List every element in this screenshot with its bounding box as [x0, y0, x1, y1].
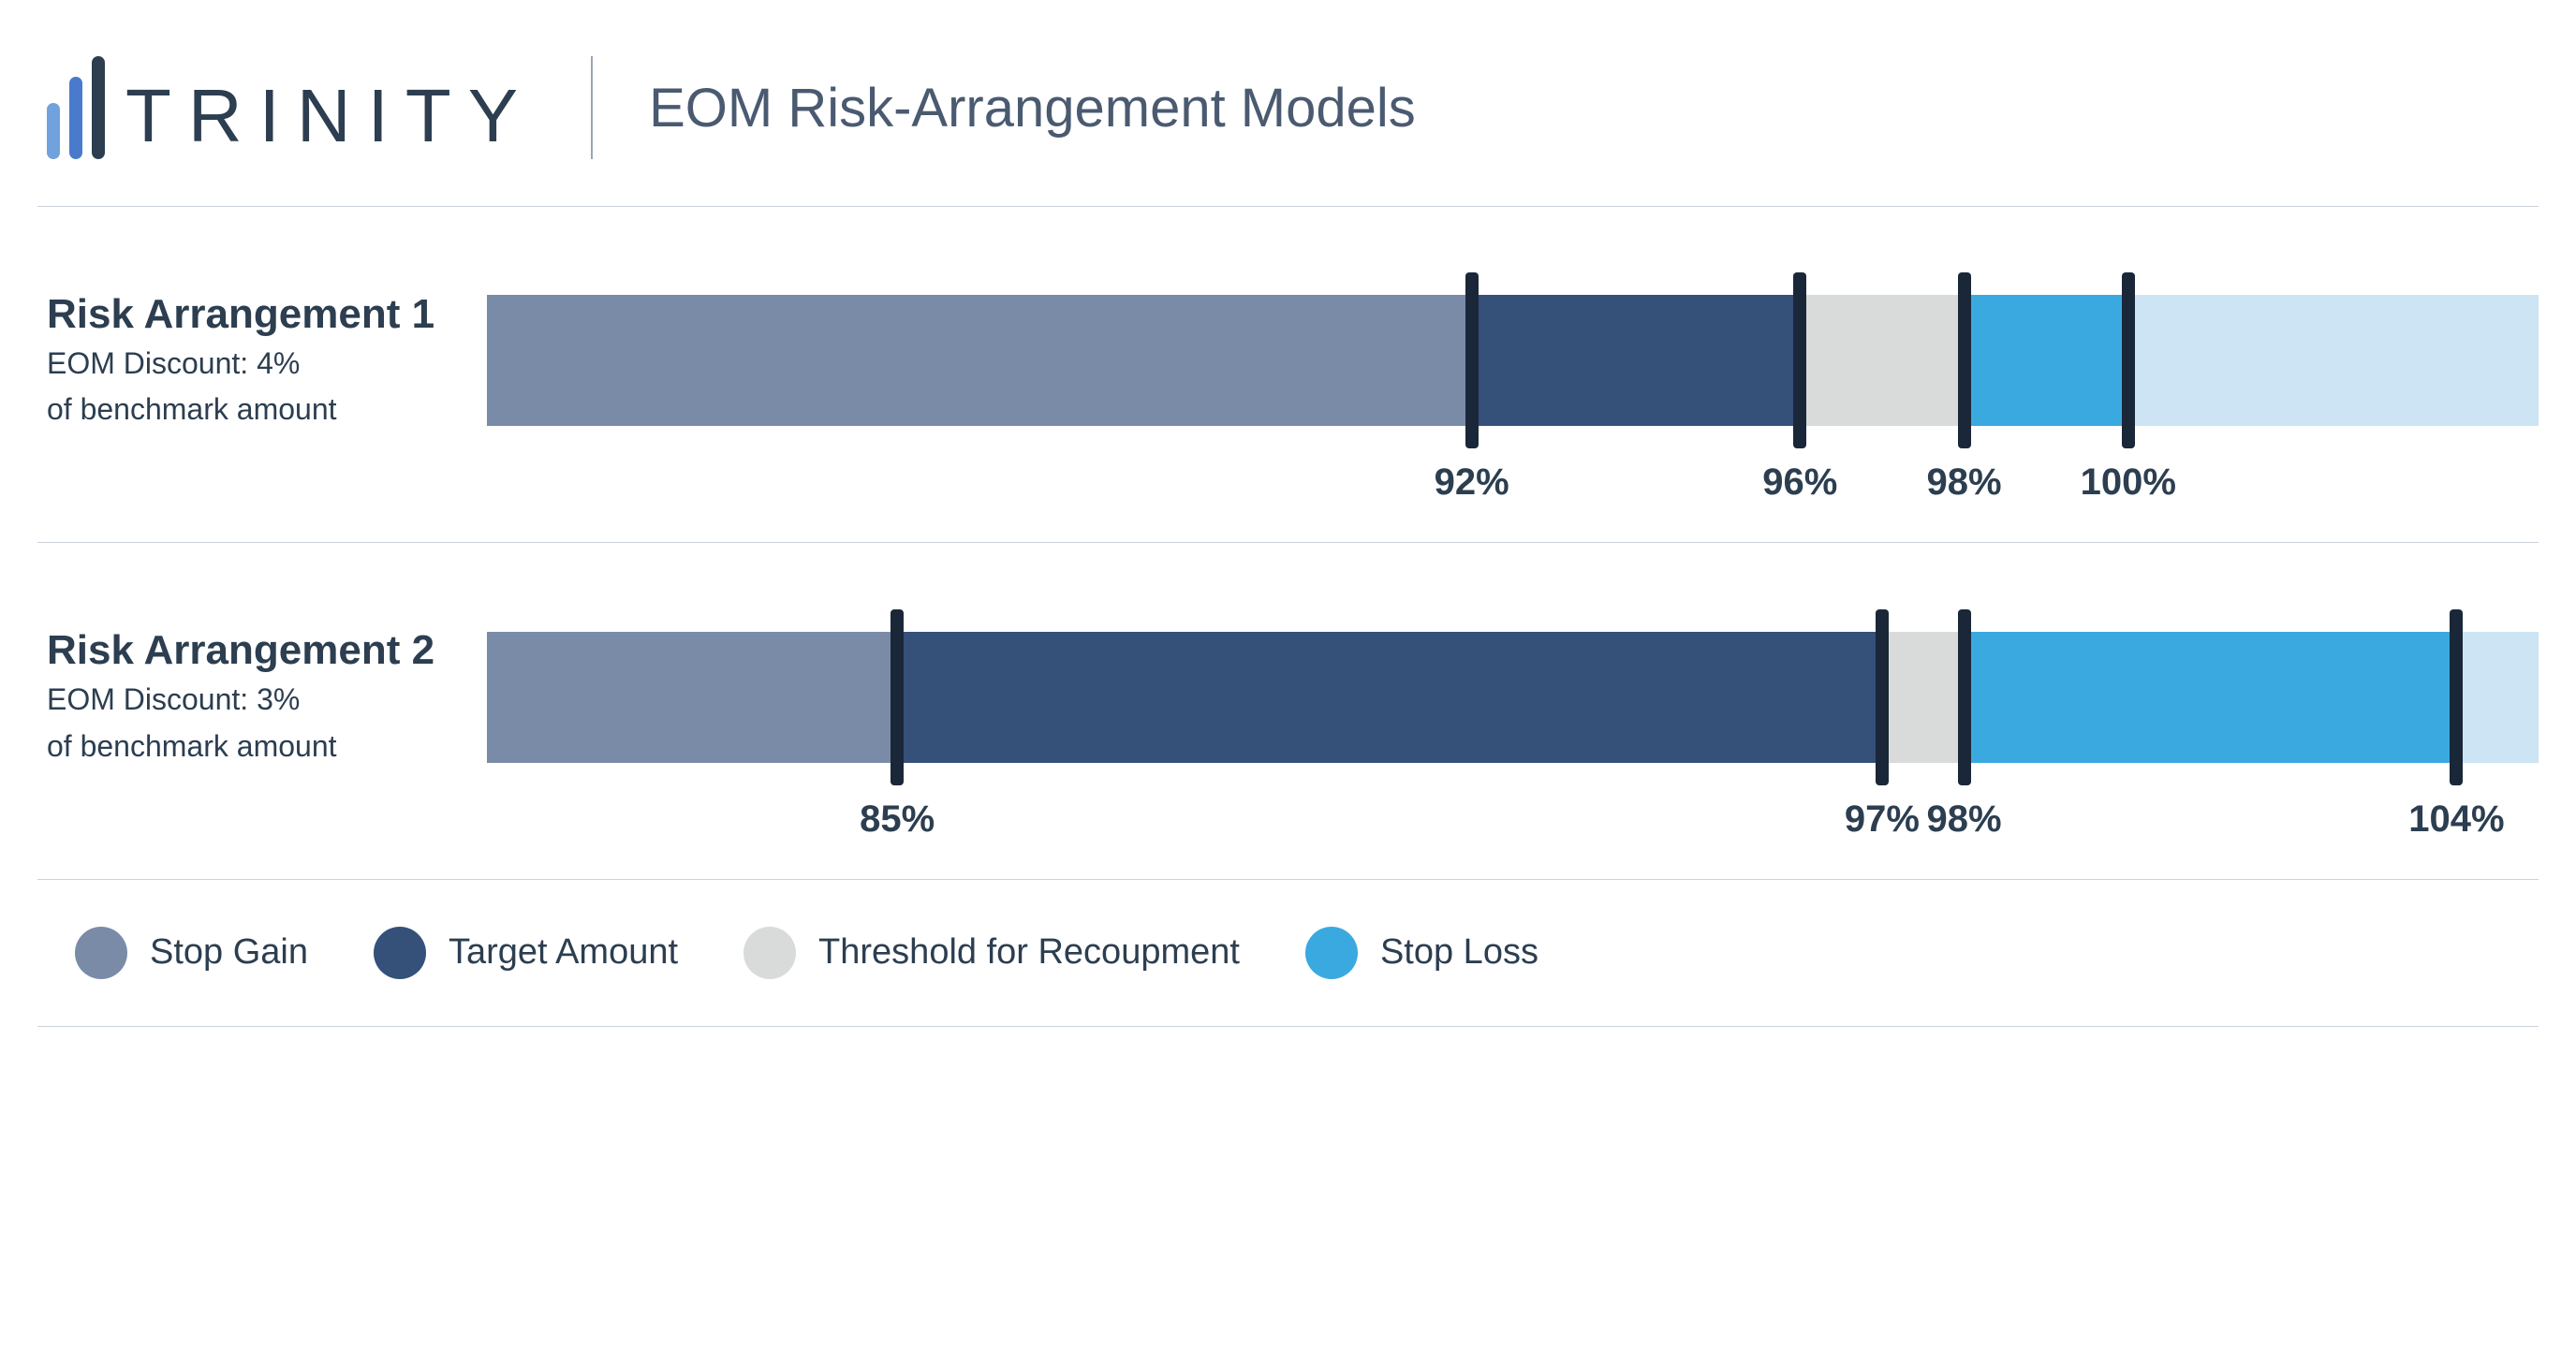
tick-label: 96%: [1762, 461, 1837, 504]
divider-line: [37, 1026, 2539, 1027]
bar-segment: [2128, 295, 2539, 426]
chart-row: Risk Arrangement 1 EOM Discount: 4% of ben…: [37, 207, 2539, 542]
bar-segment: [487, 632, 897, 763]
bar-segment: [1800, 295, 1964, 426]
bar-wrap: 92%96%98%100%: [487, 295, 2539, 426]
row-subtitle: EOM Discount: 3%: [47, 680, 487, 720]
row-label: Risk Arrangement 2 EOM Discount: 3% of ben…: [37, 627, 487, 766]
bar-segment: [1882, 632, 1965, 763]
tick-label: 104%: [2408, 798, 2504, 841]
row-label: Risk Arrangement 1 EOM Discount: 4% of ben…: [37, 291, 487, 430]
legend-item: Threshold for Recoupment: [743, 927, 1240, 979]
tick-mark: [1876, 609, 1889, 785]
tick-mark: [1793, 272, 1806, 448]
bar-segment: [487, 295, 1472, 426]
legend-label: Stop Loss: [1380, 932, 1538, 973]
tick-label: 98%: [1926, 798, 2001, 841]
bar-segment: [1964, 632, 2456, 763]
page: TRINITY EOM Risk-Arrangement Models Risk…: [0, 0, 2576, 1064]
bar-segment: [2456, 632, 2539, 763]
tick-label: 100%: [2081, 461, 2176, 504]
legend-item: Stop Loss: [1305, 927, 1538, 979]
legend-label: Stop Gain: [150, 932, 308, 973]
row-title: Risk Arrangement 1: [47, 291, 487, 338]
header-divider: [591, 56, 593, 159]
page-title: EOM Risk-Arrangement Models: [649, 77, 1416, 139]
tick-label: 97%: [1845, 798, 1920, 841]
bar-segment: [897, 632, 1882, 763]
tick-mark: [891, 609, 904, 785]
tick-label: 92%: [1435, 461, 1509, 504]
legend-swatch-icon: [743, 927, 796, 979]
logo-bar-icon: [92, 56, 105, 159]
tick-mark: [2450, 609, 2463, 785]
tick-mark: [1465, 272, 1479, 448]
legend-swatch-icon: [1305, 927, 1358, 979]
legend-item: Target Amount: [374, 927, 678, 979]
row-subtitle: of benchmark amount: [47, 726, 487, 767]
row-title: Risk Arrangement 2: [47, 627, 487, 674]
brand-logo: TRINITY: [37, 56, 535, 159]
legend-item: Stop Gain: [75, 927, 308, 979]
legend: Stop Gain Target Amount Threshold for Reco…: [37, 880, 2539, 1026]
header: TRINITY EOM Risk-Arrangement Models: [37, 37, 2539, 206]
bar-track: [487, 295, 2539, 426]
row-subtitle: of benchmark amount: [47, 389, 487, 430]
logo-bar-icon: [47, 103, 60, 160]
legend-label: Threshold for Recoupment: [818, 932, 1240, 973]
chart-rows: Risk Arrangement 1 EOM Discount: 4% of ben…: [37, 207, 2539, 880]
bar-track: [487, 632, 2539, 763]
legend-swatch-icon: [75, 927, 127, 979]
bar-wrap: 85%97%98%104%: [487, 632, 2539, 763]
tick-mark: [2122, 272, 2135, 448]
bar-segment: [1964, 295, 2127, 426]
tick-label: 98%: [1926, 461, 2001, 504]
legend-label: Target Amount: [449, 932, 678, 973]
tick-mark: [1958, 609, 1971, 785]
bar-segment: [1472, 295, 1801, 426]
tick-mark: [1958, 272, 1971, 448]
divider-line: [37, 879, 2539, 880]
row-subtitle: EOM Discount: 4%: [47, 344, 487, 384]
legend-swatch-icon: [374, 927, 426, 979]
brand-name: TRINITY: [125, 73, 535, 159]
logo-bars-icon: [47, 56, 105, 159]
tick-label: 85%: [860, 798, 935, 841]
logo-bar-icon: [69, 77, 82, 159]
chart-row: Risk Arrangement 2 EOM Discount: 3% of ben…: [37, 543, 2539, 878]
